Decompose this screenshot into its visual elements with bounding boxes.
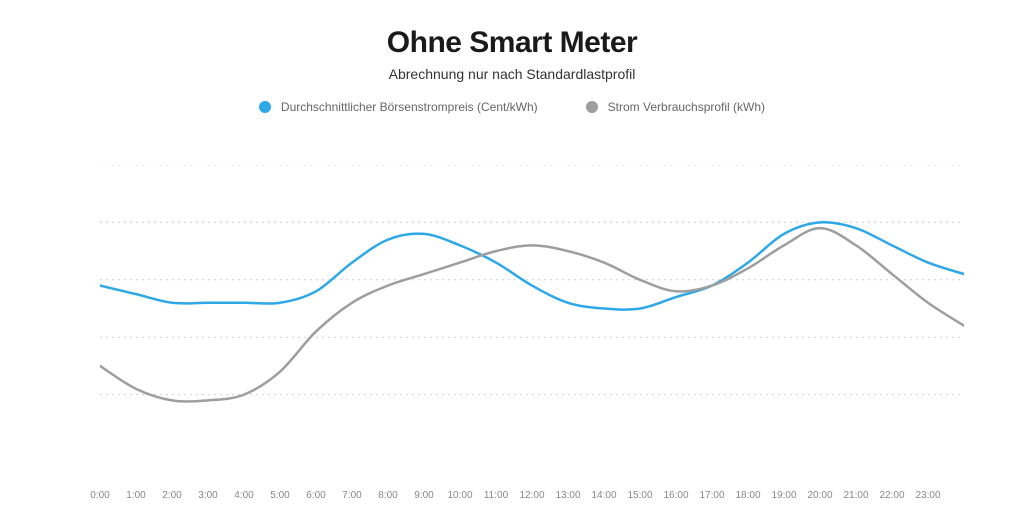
x-tick: 22:00 <box>879 490 904 501</box>
legend-item-price: Durchschnittlicher Börsenstrompreis (Cen… <box>259 100 538 114</box>
legend-label-price: Durchschnittlicher Börsenstrompreis (Cen… <box>281 100 538 114</box>
legend-dot-consumption <box>586 101 598 113</box>
legend-label-consumption: Strom Verbrauchsprofil (kWh) <box>608 100 765 114</box>
x-tick: 0:00 <box>90 490 109 501</box>
series-line-consumption <box>100 228 964 401</box>
chart-area <box>100 165 964 452</box>
x-tick: 21:00 <box>843 490 868 501</box>
x-tick: 3:00 <box>198 490 217 501</box>
chart-title: Ohne Smart Meter <box>0 26 1024 60</box>
x-tick: 10:00 <box>447 490 472 501</box>
x-tick: 11:00 <box>484 490 508 501</box>
page-root: Ohne Smart Meter Abrechnung nur nach Sta… <box>0 0 1024 512</box>
x-tick: 17:00 <box>699 490 724 501</box>
x-tick: 4:00 <box>234 490 253 501</box>
x-tick: 12:00 <box>519 490 544 501</box>
legend-dot-price <box>259 101 271 113</box>
x-tick: 16:00 <box>663 490 688 501</box>
series-lines <box>100 222 964 401</box>
x-tick: 14:00 <box>591 490 616 501</box>
chart-svg <box>100 165 964 452</box>
x-tick: 19:00 <box>771 490 796 501</box>
x-tick: 18:00 <box>735 490 760 501</box>
series-line-price <box>100 222 964 309</box>
x-tick: 6:00 <box>306 490 325 501</box>
x-tick: 1:00 <box>126 490 145 501</box>
legend: Durchschnittlicher Börsenstrompreis (Cen… <box>0 100 1024 114</box>
x-tick: 13:00 <box>555 490 580 501</box>
x-tick: 8:00 <box>378 490 397 501</box>
x-tick: 5:00 <box>270 490 289 501</box>
legend-item-consumption: Strom Verbrauchsprofil (kWh) <box>586 100 765 114</box>
x-tick: 15:00 <box>627 490 652 501</box>
x-tick: 23:00 <box>915 490 940 501</box>
x-tick: 7:00 <box>342 490 361 501</box>
x-tick: 20:00 <box>807 490 832 501</box>
x-tick: 2:00 <box>162 490 181 501</box>
gridlines <box>100 165 964 395</box>
x-tick: 9:00 <box>414 490 433 501</box>
chart-subtitle: Abrechnung nur nach Standardlastprofil <box>0 66 1024 82</box>
